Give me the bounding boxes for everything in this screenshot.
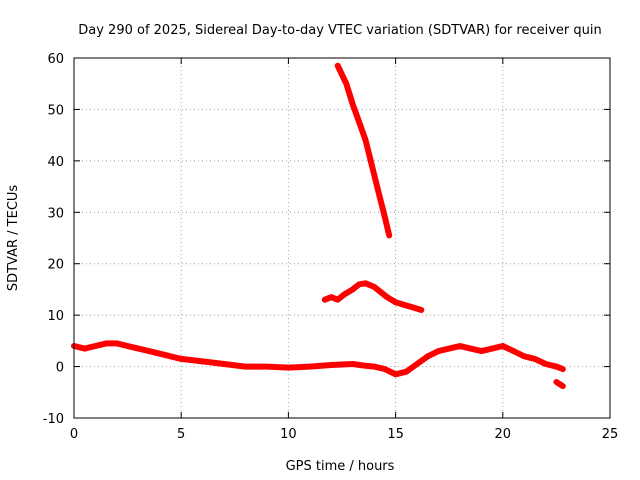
y-tick-label: 50 [47,103,64,118]
y-tick-label: 60 [47,52,64,67]
x-tick-label: 5 [177,427,185,442]
x-axis-label: GPS time / hours [286,459,395,474]
y-tick-label: 30 [47,206,64,221]
y-tick-label: 20 [47,258,64,273]
series-steep [334,62,393,239]
x-tick-label: 0 [70,427,78,442]
y-tick-label: -10 [43,412,64,427]
y-tick-label: 40 [47,155,64,170]
y-tick-label: 10 [47,309,64,324]
x-tick-label: 10 [280,427,297,442]
series-tail [553,379,566,390]
x-tick-label: 20 [495,427,512,442]
y-tick-label: 0 [56,361,64,376]
x-tick-label: 25 [602,427,619,442]
series-baseline [71,340,566,378]
plot-frame [73,57,611,419]
tick-layer: 0 5 10 15 20 25 -10 0 10 20 30 40 50 60 [43,52,619,442]
x-tick-label: 15 [387,427,404,442]
y-axis-label: SDTVAR / TECUs [6,185,21,292]
series-layer [71,62,566,390]
series-hump [321,280,425,313]
chart-title: Day 290 of 2025, Sidereal Day-to-day VTE… [78,23,601,38]
